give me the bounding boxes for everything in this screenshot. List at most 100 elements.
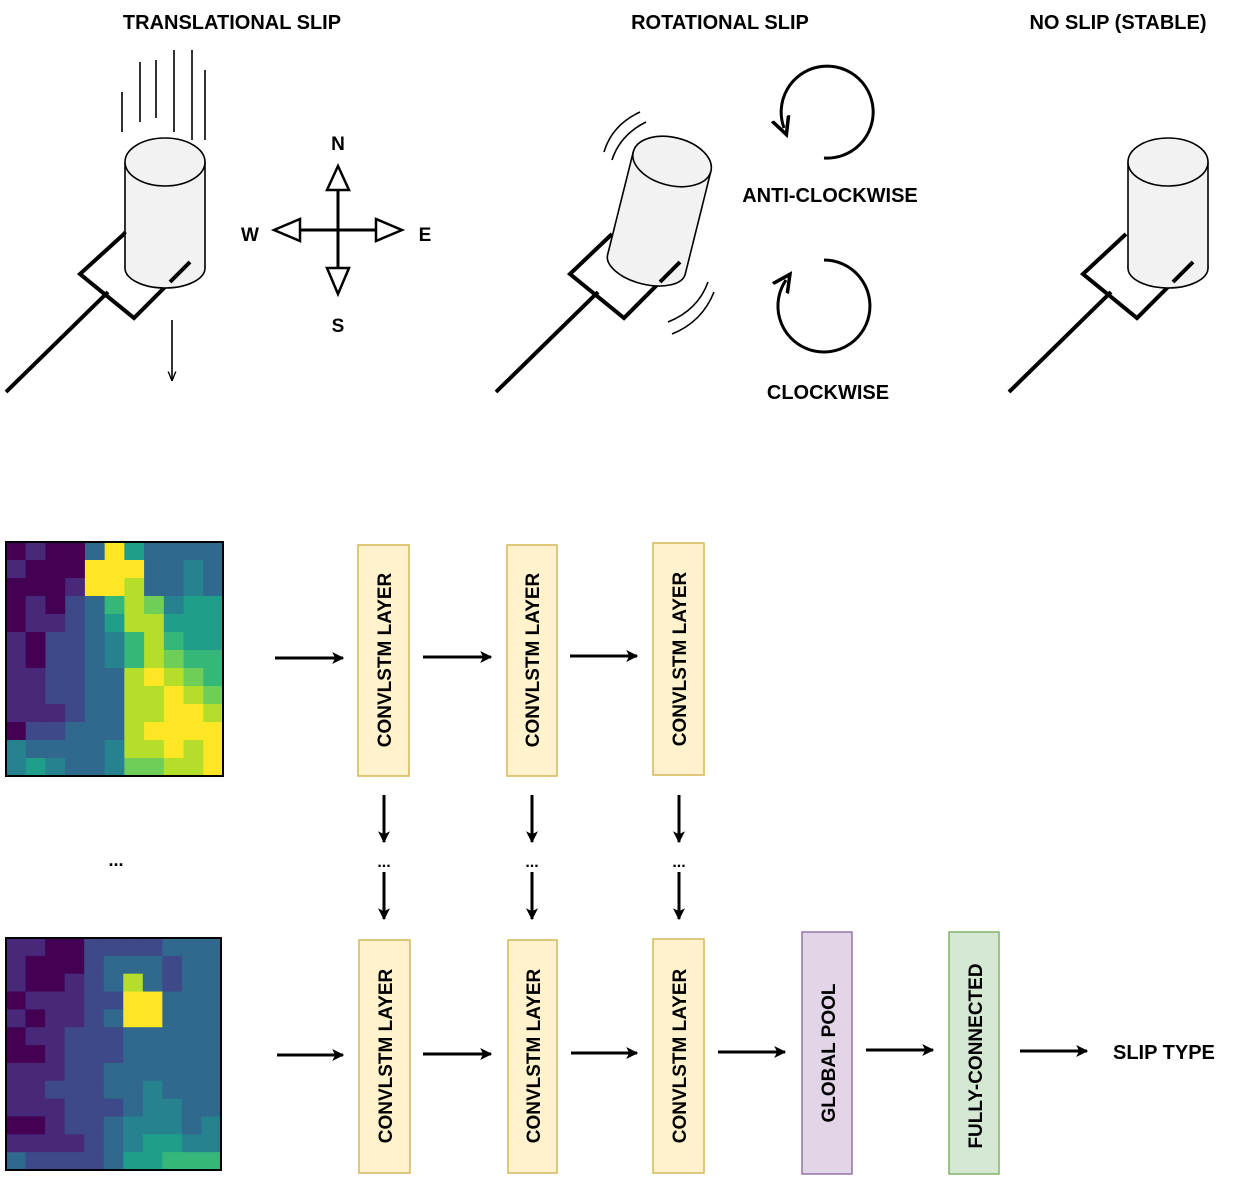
heatmap-cell xyxy=(25,1027,46,1046)
heatmap-cell xyxy=(203,542,224,561)
cylinder-object xyxy=(122,137,206,289)
heatmap-cell xyxy=(45,560,66,579)
heatmap-cell xyxy=(183,758,204,777)
heatmap-cell xyxy=(123,1045,144,1064)
heatmap-cell xyxy=(181,1152,203,1171)
heatmap-cell xyxy=(163,542,185,561)
heatmap-cell xyxy=(203,596,224,615)
heatmap-cell xyxy=(45,722,66,741)
heatmap-cell xyxy=(203,722,224,741)
clockwise-rotation-icon xyxy=(778,258,872,354)
heatmap-cell xyxy=(123,955,144,975)
heatmap-cell xyxy=(84,632,106,651)
heatmap-cell xyxy=(123,1116,144,1135)
west-arrow-icon xyxy=(270,217,302,243)
heatmap-cell xyxy=(104,668,125,687)
heatmap-cell xyxy=(124,596,145,615)
global-pool-box xyxy=(801,931,853,1175)
heatmap-cell xyxy=(201,1027,222,1046)
north-arrow-icon xyxy=(325,162,351,192)
global-pool-label: GLOBAL POOL xyxy=(819,983,840,1122)
heatmap-cell xyxy=(84,1027,105,1046)
heatmap-cell xyxy=(45,632,66,651)
heatmap-cell xyxy=(181,1080,203,1100)
heatmap-cell xyxy=(183,650,204,669)
convlstm-layer-label: CONVLSTM LAYER xyxy=(670,968,691,1143)
heatmap-cell xyxy=(84,650,106,669)
heatmap-cell xyxy=(84,1152,105,1171)
heatmap-cell xyxy=(65,578,86,597)
convlstm-layer-box xyxy=(652,542,705,776)
heatmap-cell xyxy=(45,1009,66,1028)
heatmap-cell xyxy=(84,991,105,1010)
heatmap-cell xyxy=(64,991,85,1010)
time-arrows xyxy=(378,795,685,921)
translational-slip-illustration xyxy=(4,50,206,394)
heatmap-cell xyxy=(203,758,224,777)
heatmap-cell xyxy=(181,1045,203,1064)
convlstm-layer-box xyxy=(358,939,411,1174)
heatmap-cell xyxy=(45,596,66,615)
heatmap-cell xyxy=(45,1116,66,1135)
heatmap-cell xyxy=(104,596,125,615)
heatmap-cell xyxy=(25,596,47,615)
heatmap-cell xyxy=(65,758,86,777)
heatmap-cell xyxy=(103,955,124,975)
fully-connected-label: FULLY-CONNECTED xyxy=(966,963,987,1148)
heatmap-cell xyxy=(6,1080,27,1100)
heatmap-cell xyxy=(124,542,145,561)
heatmap-cell xyxy=(65,560,86,579)
heatmap-cell xyxy=(124,686,145,705)
heatmap-cell xyxy=(6,1152,27,1171)
heatmap-cell xyxy=(84,1062,105,1082)
rotational-slip-illustration: ANTI-CLOCKWISE CLOCKWISE xyxy=(494,64,918,404)
heatmap-cell xyxy=(144,704,165,723)
heatmap-cell xyxy=(163,722,185,741)
heatmap-cell xyxy=(124,668,145,687)
convlstm-layer-label: CONVLSTM LAYER xyxy=(376,968,397,1143)
heatmap-cell xyxy=(84,542,106,561)
heatmap-cell xyxy=(162,991,183,1010)
heatmap-cell xyxy=(6,955,27,975)
heatmap-cell xyxy=(84,578,106,597)
heatmap-cell xyxy=(45,1134,66,1153)
heatmap-cell xyxy=(64,1080,85,1100)
heatmap-cell xyxy=(162,1080,183,1100)
heatmap-cell xyxy=(103,1098,124,1118)
convlstm-layer-box xyxy=(506,544,558,777)
pipeline-top-row: CONVLSTM LAYER CONVLSTM LAYER CONVLSTM L… xyxy=(275,542,705,777)
heatmap-cell xyxy=(25,1116,46,1135)
heatmap-cell xyxy=(103,1027,124,1046)
heatmap-cell xyxy=(64,1152,85,1171)
heatmap-cell xyxy=(144,578,165,597)
heatmap-cell xyxy=(123,991,144,1010)
heatmap-cell xyxy=(6,686,27,705)
heatmap-cell xyxy=(203,578,224,597)
heatmap-cell xyxy=(162,1009,183,1028)
heatmap-cell xyxy=(84,1009,105,1028)
heatmap-cell xyxy=(45,614,66,633)
heatmap-cell xyxy=(25,1045,46,1064)
heatmap-cell xyxy=(163,740,185,759)
heatmap-cell xyxy=(25,1080,46,1100)
convlstm-layer-label: CONVLSTM LAYER xyxy=(524,968,545,1143)
heatmap-cell xyxy=(123,1062,144,1082)
heatmap-cell xyxy=(181,1062,203,1082)
heatmap-cell xyxy=(6,1009,27,1028)
robot-arm xyxy=(494,232,682,394)
heatmap-cell xyxy=(144,686,165,705)
heatmap-cell xyxy=(103,991,124,1010)
heatmap-cell xyxy=(162,1062,183,1082)
heatmap-cell xyxy=(45,1098,66,1118)
compass-north-label: N xyxy=(331,134,345,155)
heatmap-cell xyxy=(162,1027,183,1046)
heatmap-cell xyxy=(183,596,204,615)
convlstm-layer-label: CONVLSTM LAYER xyxy=(670,571,691,746)
heatmap-cell xyxy=(203,632,224,651)
heatmap-cell xyxy=(45,542,66,561)
heatmap-cell xyxy=(103,1009,124,1028)
heatmap-cell xyxy=(65,632,86,651)
heatmap-cell xyxy=(123,1152,144,1171)
heatmap-cell xyxy=(25,740,47,759)
heatmap-cell xyxy=(181,1116,203,1135)
